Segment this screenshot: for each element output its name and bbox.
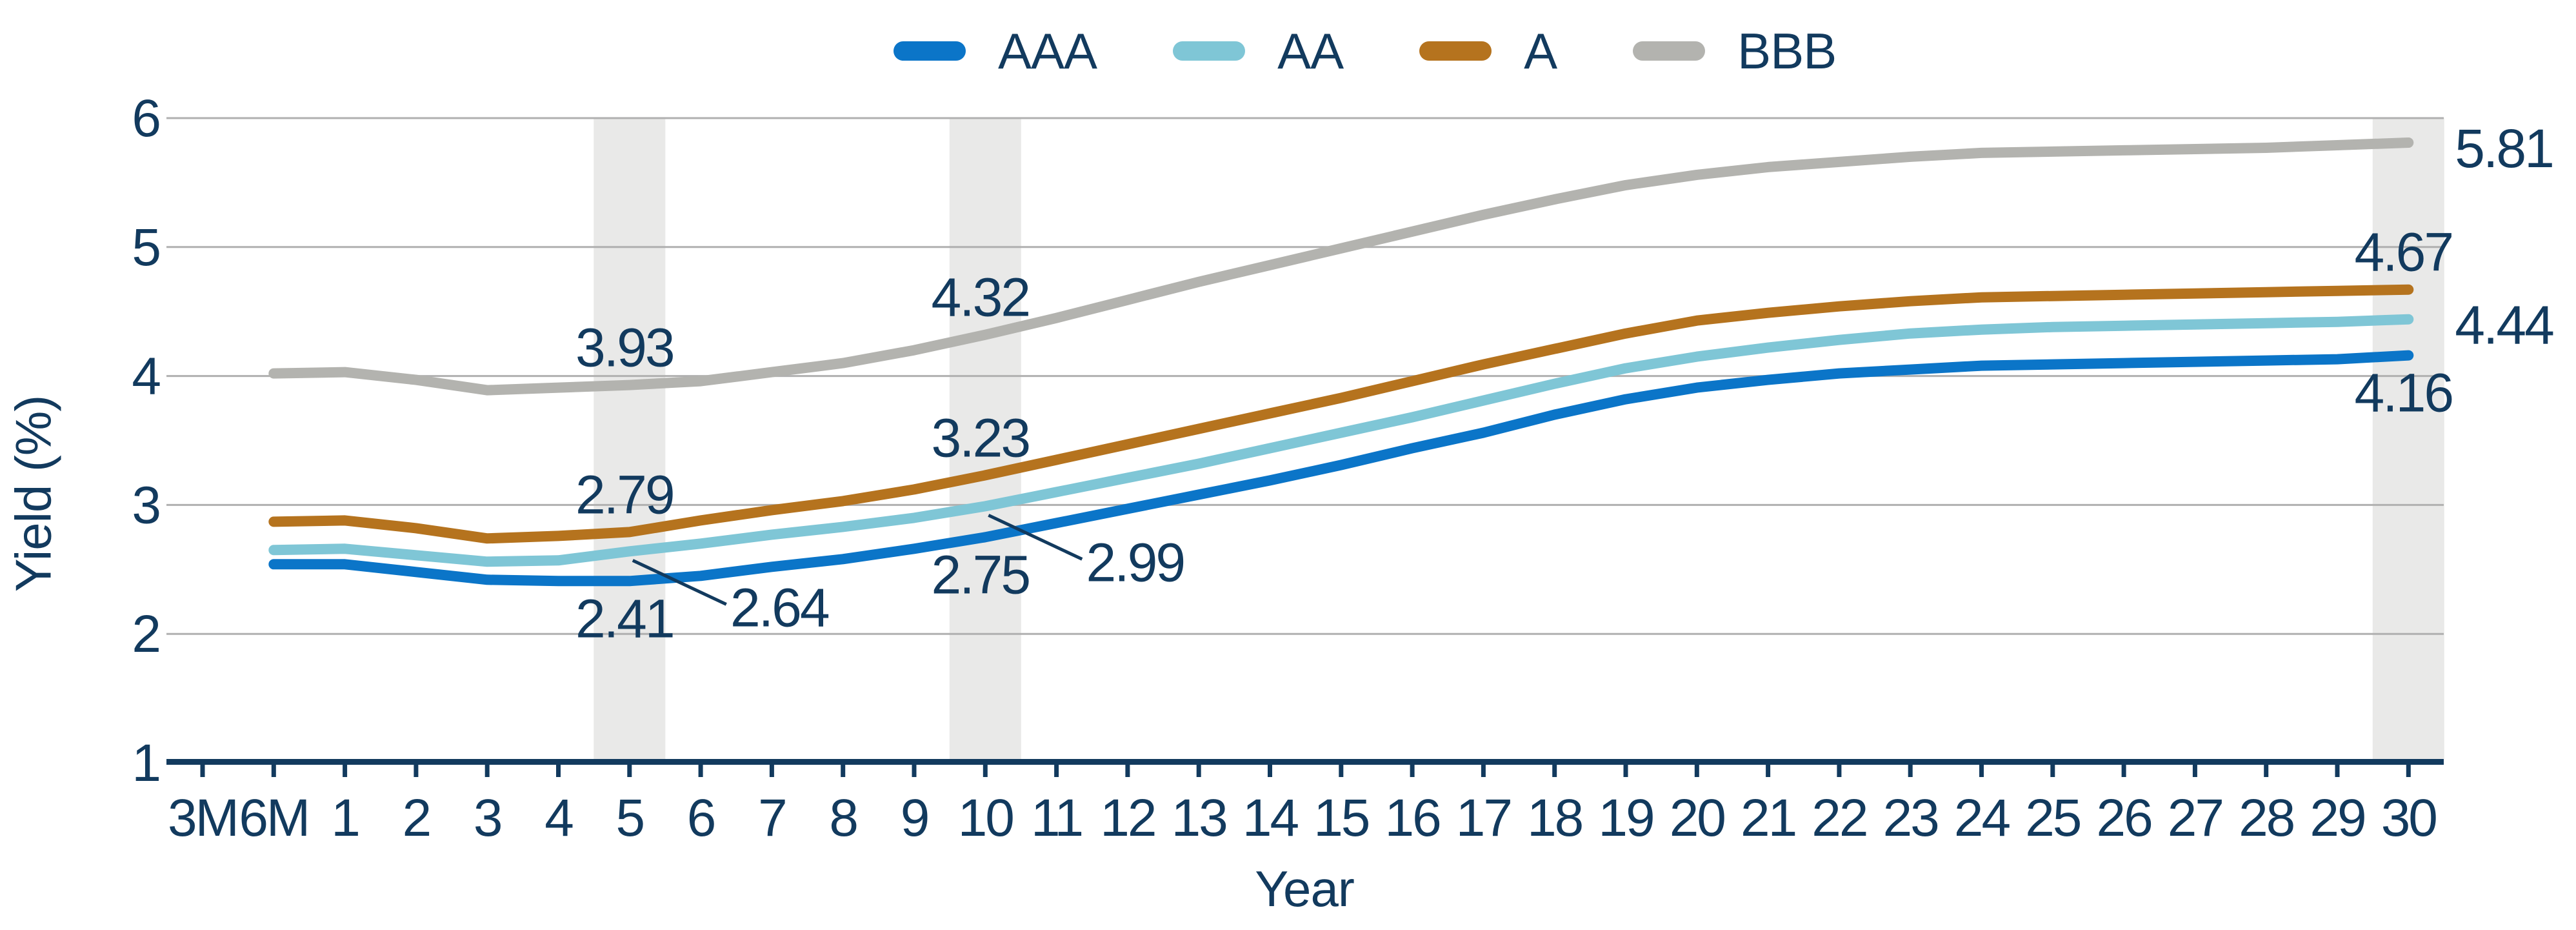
x-tick-label-10: 10 — [958, 789, 1013, 847]
x-tick-label-29: 29 — [2310, 789, 2364, 847]
legend-swatch-aa — [1173, 41, 1246, 61]
x-tick-label-19: 19 — [1598, 789, 1653, 847]
x-tick-label-2: 2 — [403, 789, 430, 847]
x-tick-label-23: 23 — [1883, 789, 1938, 847]
x-tick-label-22: 22 — [1812, 789, 1866, 847]
y-tick-label-6: 6 — [132, 89, 159, 148]
callout-leader-AA-5 — [632, 559, 727, 606]
data-label-A-10: 3.23 — [932, 407, 1030, 468]
x-tick-label-24: 24 — [1954, 789, 2010, 847]
series-line-AA — [268, 314, 2414, 567]
data-label-BBB-30: 5.81 — [2455, 118, 2553, 179]
y-tick-label-5: 5 — [132, 218, 159, 277]
x-tick-label-13: 13 — [1172, 789, 1226, 847]
data-label-A-5: 2.79 — [575, 464, 674, 525]
series-line-AAA — [268, 350, 2414, 587]
x-tick-label-15: 15 — [1313, 789, 1369, 847]
x-tick-label-14: 14 — [1243, 789, 1299, 847]
x-tick-label-21: 21 — [1741, 789, 1795, 847]
x-tick-label-6: 6 — [687, 789, 715, 847]
x-tick-label-3M: 3M — [168, 789, 237, 847]
legend-item-a: A — [1419, 26, 1557, 76]
x-tick-label-27: 27 — [2168, 789, 2222, 847]
x-tick-label-25: 25 — [2025, 789, 2081, 847]
x-tick-label-4: 4 — [544, 789, 573, 847]
data-label-AAA-10: 2.75 — [932, 544, 1030, 605]
legend-swatch-a — [1419, 41, 1492, 61]
x-tick-label-17: 17 — [1456, 789, 1511, 847]
x-tick-label-16: 16 — [1384, 789, 1439, 847]
x-tick-label-6M: 6M — [239, 789, 308, 847]
highlight-band-5 — [594, 118, 666, 759]
legend-item-aa: AA — [1173, 23, 1344, 79]
x-tick-label-26: 26 — [2096, 789, 2151, 847]
highlight-band-30 — [2372, 118, 2444, 759]
data-label-AAA-30: 4.16 — [2355, 363, 2453, 423]
legend-label-aa: AA — [1277, 23, 1344, 79]
legend-swatch-aaa — [894, 41, 966, 61]
series-line-A — [268, 284, 2414, 544]
series-line-BBB — [268, 137, 2414, 396]
x-tick-label-3: 3 — [474, 789, 501, 847]
data-label-A-30: 4.67 — [2355, 222, 2453, 283]
legend: AAA AA A BBB — [894, 23, 1837, 79]
data-label-AA-10: 2.99 — [1086, 532, 1184, 592]
y-tick-label-3: 3 — [132, 476, 159, 534]
data-label-AA-5: 2.64 — [730, 577, 829, 638]
y-tick-label-4: 4 — [132, 347, 160, 406]
legend-label-bbb: BBB — [1737, 23, 1837, 79]
x-tick-label-12: 12 — [1100, 789, 1155, 847]
data-label-BBB-10: 4.32 — [932, 267, 1030, 328]
x-tick-label-18: 18 — [1527, 789, 1583, 847]
x-tick-label-5: 5 — [615, 789, 643, 847]
x-tick-label-1: 1 — [331, 789, 359, 847]
x-tick-label-9: 9 — [901, 789, 928, 847]
data-label-BBB-5: 3.93 — [575, 318, 674, 378]
legend-label-a: A — [1524, 23, 1557, 79]
legend-label-aaa: AAA — [998, 23, 1097, 79]
legend-item-aaa: AAA — [894, 26, 1097, 76]
y-tick-label-2: 2 — [132, 605, 159, 663]
x-tick-label-7: 7 — [758, 789, 786, 847]
x-tick-label-28: 28 — [2239, 789, 2294, 847]
legend-swatch-bbb — [1633, 41, 1706, 61]
data-label-AAA-5: 2.41 — [575, 588, 674, 649]
x-tick-label-11: 11 — [1031, 789, 1082, 847]
legend-item-bbb: BBB — [1633, 23, 1837, 79]
data-label-AA-30: 4.44 — [2455, 295, 2553, 356]
x-tick-label-8: 8 — [829, 789, 857, 847]
highlight-band-10 — [949, 118, 1021, 759]
x-axis-title: Year — [1255, 860, 1355, 917]
y-tick-label-1: 1 — [132, 734, 159, 793]
callout-leader-AA-10 — [988, 514, 1083, 561]
x-tick-label-30: 30 — [2381, 789, 2437, 847]
x-tick-label-20: 20 — [1670, 789, 1725, 847]
